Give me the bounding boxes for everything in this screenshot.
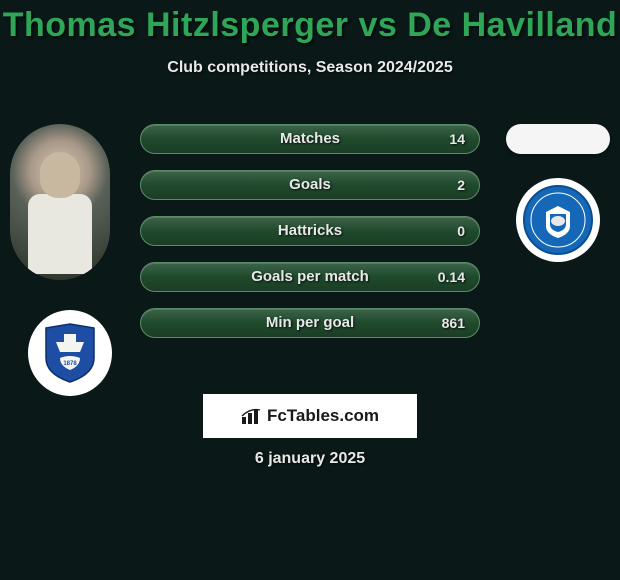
stats-container: Matches 14 Goals 2 Hattricks 0 Goals per… bbox=[140, 124, 480, 354]
bar-chart-icon bbox=[241, 407, 263, 425]
page-title: Thomas Hitzlsperger vs De Havilland bbox=[0, 0, 620, 45]
stat-label: Goals per match bbox=[141, 263, 479, 291]
stat-value-right: 861 bbox=[442, 309, 465, 337]
season-subtitle: Club competitions, Season 2024/2025 bbox=[0, 59, 620, 77]
stat-value-right: 2 bbox=[457, 171, 465, 199]
stat-value-right: 0.14 bbox=[438, 263, 465, 291]
brand-logo-band: FcTables.com bbox=[203, 394, 417, 438]
stat-value-right: 0 bbox=[457, 217, 465, 245]
left-club-badge: 1878 bbox=[28, 310, 112, 396]
right-player-placeholder bbox=[506, 124, 610, 154]
stat-row: Goals per match 0.14 bbox=[140, 262, 480, 292]
left-player-photo bbox=[10, 124, 110, 280]
stat-value-right: 14 bbox=[449, 125, 465, 153]
svg-text:1878: 1878 bbox=[63, 361, 77, 367]
generation-date: 6 january 2025 bbox=[0, 450, 620, 468]
brand-name: FcTables.com bbox=[267, 406, 379, 426]
stat-label: Min per goal bbox=[141, 309, 479, 337]
stat-label: Hattricks bbox=[141, 217, 479, 245]
shield-icon: 1878 bbox=[42, 322, 98, 384]
stat-row: Hattricks 0 bbox=[140, 216, 480, 246]
stat-label: Matches bbox=[141, 125, 479, 153]
stat-row: Goals 2 bbox=[140, 170, 480, 200]
right-club-badge bbox=[516, 178, 600, 262]
stat-row: Matches 14 bbox=[140, 124, 480, 154]
stat-label: Goals bbox=[141, 171, 479, 199]
stat-row: Min per goal 861 bbox=[140, 308, 480, 338]
club-crest-icon bbox=[522, 184, 594, 256]
